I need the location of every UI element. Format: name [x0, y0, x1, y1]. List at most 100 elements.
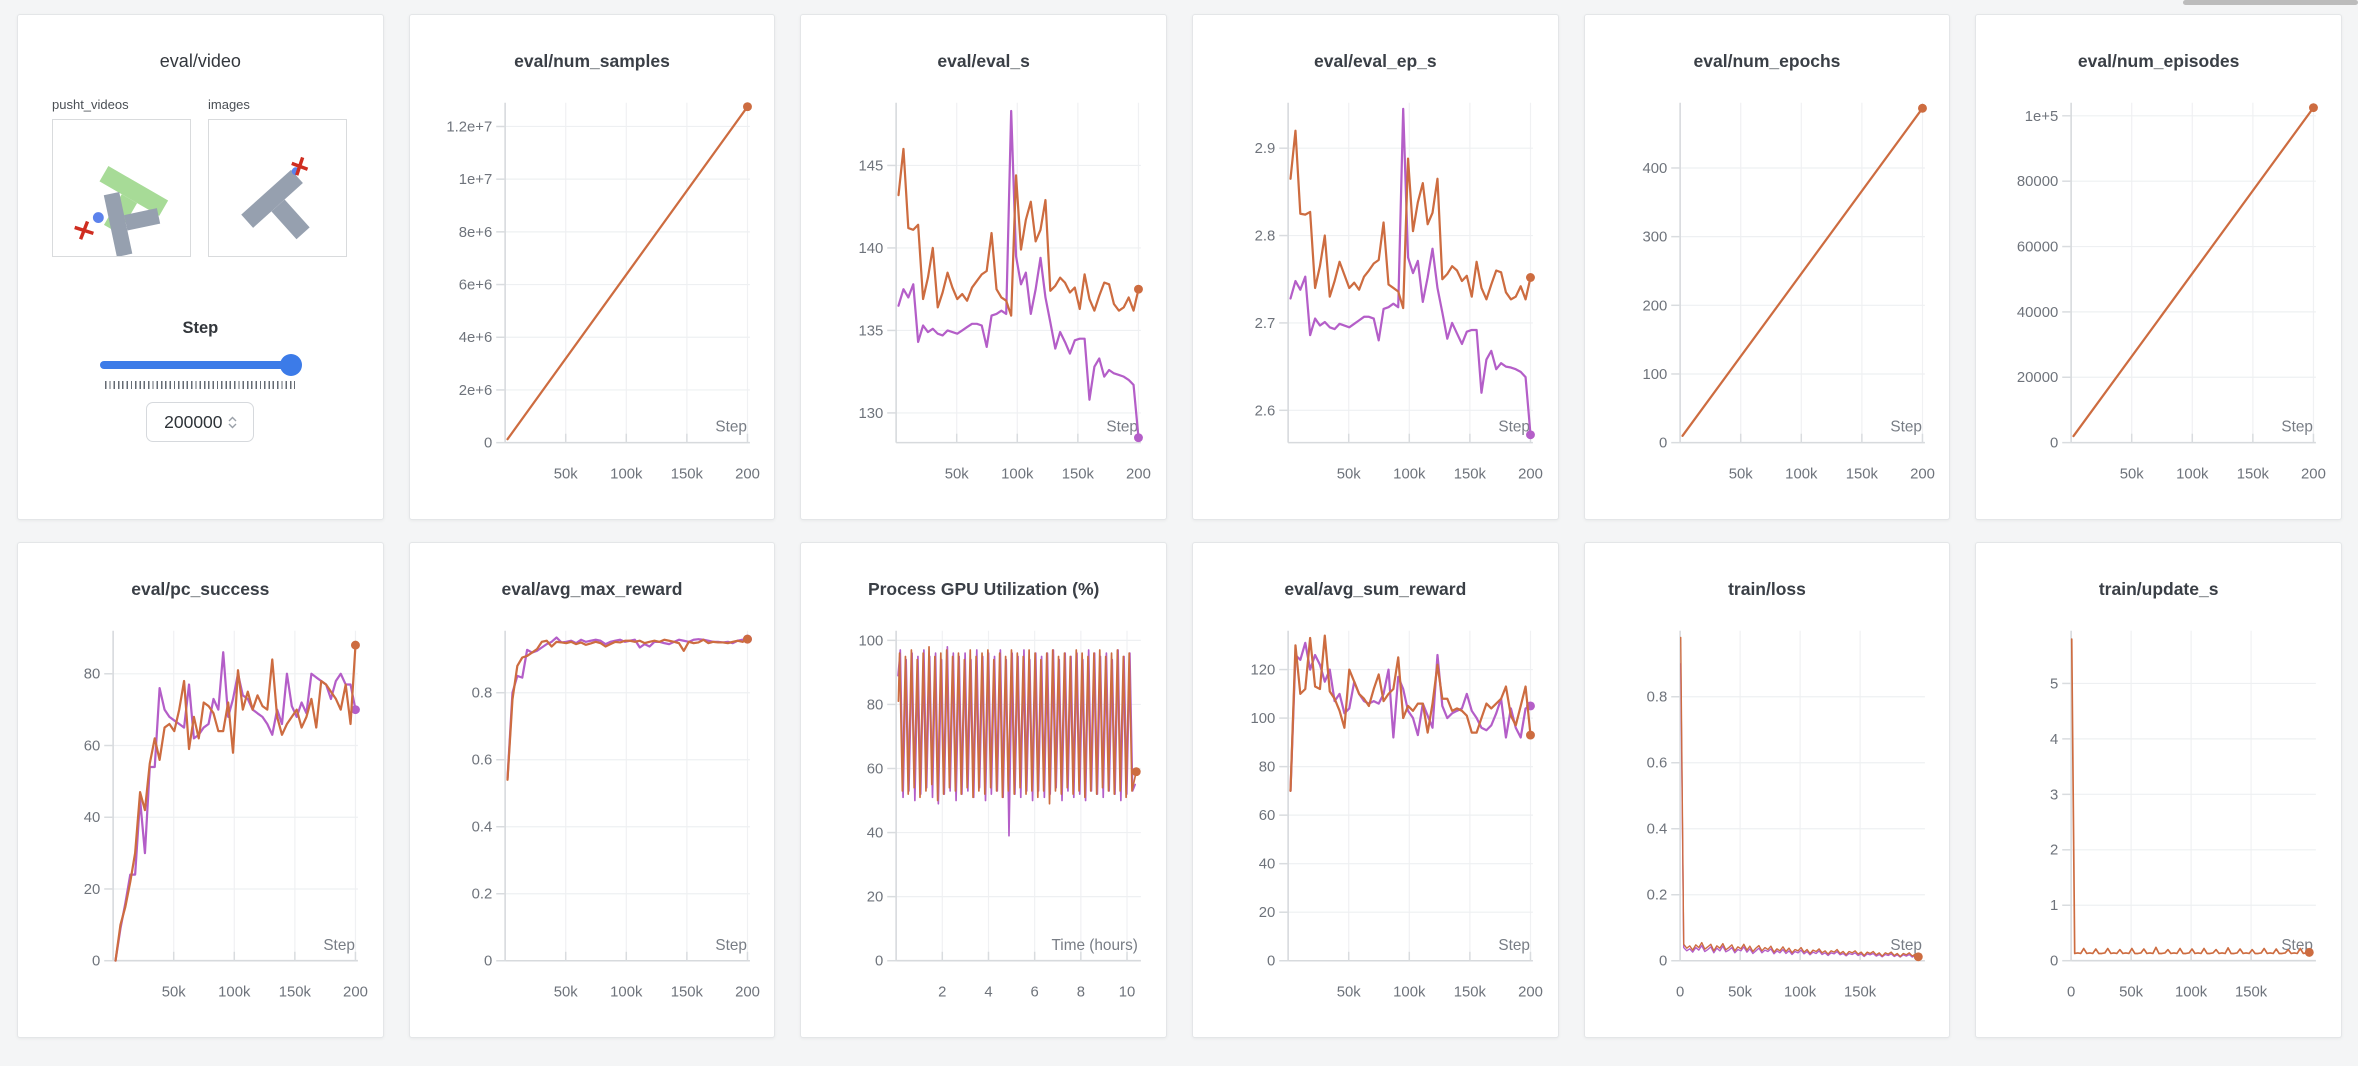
y-tick-label: 0 — [875, 954, 883, 970]
x-tick-label: 200 — [1518, 984, 1543, 1000]
x-tick-label: 150k — [670, 984, 703, 1000]
media-item-images: images — [208, 97, 347, 257]
y-tick-label: 1.2e+7 — [446, 119, 492, 135]
series-line-run-purple — [114, 651, 357, 962]
chevron-down-icon[interactable] — [228, 423, 237, 429]
series-endpoint-run-orange — [1134, 284, 1144, 294]
step-slider-track[interactable] — [100, 361, 301, 369]
panel-eval-video: eval/video pusht_videos — [17, 14, 384, 520]
series-line-run-orange — [1289, 129, 1532, 310]
x-tick-label: 50k — [1337, 466, 1362, 482]
chart-eval-num-samples[interactable]: 0 2e+6 4e+6 6e+6 8e+6 1e+7 1.2e+7 50k 100k 150k 20… — [410, 75, 775, 511]
chart-eval-pc-success[interactable]: 0 20 40 60 80 50k 100k 150k 200 Step — [18, 603, 383, 1029]
chart-train-loss[interactable]: 0 0.2 0.4 0.6 0.8 0 50k 100k 150k Step — [1585, 603, 1950, 1029]
x-tick-label: 50k — [553, 466, 578, 482]
chart-title: eval/num_epochs — [1693, 51, 1841, 71]
chart-title: eval/avg_max_reward — [501, 579, 683, 599]
y-tick-label: 40 — [84, 810, 101, 826]
series-endpoint-run-purple — [1525, 430, 1535, 440]
y-tick-label: 40000 — [2017, 305, 2058, 321]
y-tick-label: 4 — [2050, 732, 2058, 748]
series-endpoint-run-orange — [2309, 103, 2319, 113]
x-axis-label: Step — [1107, 419, 1139, 436]
y-tick-label: 80000 — [2017, 174, 2058, 190]
chart-eval-num-episodes[interactable]: 0 20000 40000 60000 80000 1e+5 50k 100k 150k 200 S… — [1976, 75, 2341, 511]
x-axis-label: Step — [1890, 937, 1922, 954]
series-line-run-orange — [114, 643, 357, 962]
y-tick-label: 100 — [859, 633, 884, 649]
series-line-run-orange — [2072, 106, 2315, 438]
panel-eval-num-samples: eval/num_samples 0 2e+6 4e+6 6e+6 8e+6 1e+7 1.2… — [408, 14, 776, 520]
x-axis-label: Step — [1498, 419, 1530, 436]
x-tick-label: 50k — [162, 984, 187, 1000]
pusht-video-thumbnail[interactable] — [52, 119, 191, 257]
panel-eval-avg-sum-reward: eval/avg_sum_reward 0 20 40 60 80 100 120 50k 100… — [1191, 542, 1559, 1038]
media-label: pusht_videos — [52, 97, 129, 112]
chart-title: Process GPU Utilization (%) — [867, 579, 1100, 599]
chart-title: eval/eval_s — [937, 51, 1030, 71]
series-line-run-orange — [506, 638, 749, 781]
x-tick-label: 0 — [1676, 984, 1684, 1000]
y-tick-label: 20 — [1259, 905, 1276, 921]
series-line-run-purple — [1679, 663, 1919, 959]
chevron-up-icon[interactable] — [228, 416, 237, 422]
chart-eval-avg-sum-reward[interactable]: 0 20 40 60 80 100 120 50k 100k 150k 200 Step — [1193, 603, 1558, 1029]
step-number-input[interactable]: 200000 — [146, 402, 255, 442]
goal-cross-icon — [291, 156, 309, 176]
x-tick-label: 50k — [553, 984, 578, 1000]
step-slider-thumb[interactable] — [280, 354, 303, 376]
x-tick-label: 0 — [2067, 984, 2075, 1000]
x-tick-label: 150k — [2235, 984, 2268, 1000]
x-tick-label: 50k — [1728, 466, 1753, 482]
chart-eval-eval-s[interactable]: 130 135 140 145 50k 100k 150k 200 Step — [801, 75, 1166, 511]
series-endpoint-run-orange — [1913, 952, 1923, 962]
series-line-run-orange — [1681, 107, 1924, 437]
series-line-run-orange — [1679, 636, 1919, 958]
chart-title: eval/eval_ep_s — [1314, 51, 1437, 71]
image-thumbnail[interactable] — [208, 119, 347, 257]
y-tick-label: 0.4 — [471, 820, 492, 836]
y-tick-label: 60000 — [2017, 239, 2058, 255]
x-axis-label: Time (hours) — [1052, 937, 1138, 954]
x-tick-label: 150k — [1062, 466, 1095, 482]
y-tick-label: 40 — [1259, 857, 1276, 873]
series-endpoint-run-orange — [1525, 730, 1535, 740]
panel-eval-eval-s: eval/eval_s 130 135 140 145 50k 100k 150k 200 Ste… — [800, 14, 1167, 520]
x-tick-label: 100k — [1002, 466, 1035, 482]
x-tick-label: 6 — [1031, 984, 1039, 1000]
chart-title: eval/avg_sum_reward — [1284, 579, 1467, 599]
panel-grid: eval/video pusht_videos — [17, 14, 2342, 1038]
media-label: images — [208, 97, 250, 112]
y-tick-label: 0 — [1267, 954, 1275, 970]
y-tick-label: 0.6 — [1646, 756, 1667, 772]
series-line-run-orange — [897, 645, 1138, 805]
y-tick-label: 0 — [1659, 436, 1667, 452]
series-endpoint-run-orange — [1917, 103, 1927, 113]
step-slider[interactable] — [100, 354, 303, 376]
x-tick-label: 200 — [343, 984, 368, 1000]
x-tick-label: 150k — [1454, 984, 1487, 1000]
y-tick-label: 2e+6 — [458, 383, 491, 399]
y-tick-label: 80 — [84, 667, 101, 683]
series-line-run-orange — [897, 147, 1140, 317]
chart-eval-eval-ep-s[interactable]: 2.6 2.7 2.8 2.9 50k 100k 150k 200 Step — [1193, 75, 1558, 511]
chart-process-gpu-utilization[interactable]: 0 20 40 60 80 100 2 4 6 8 10 Time (hours) — [801, 603, 1166, 1029]
series-endpoint-run-orange — [742, 102, 752, 112]
y-tick-label: 0 — [484, 436, 492, 452]
chart-eval-avg-max-reward[interactable]: 0 0.2 0.4 0.6 0.8 50k 100k 150k 200 Step — [410, 603, 775, 1029]
chart-eval-num-epochs[interactable]: 0 100 200 300 400 50k 100k 150k 200 Step — [1585, 75, 1950, 511]
y-tick-label: 8e+6 — [458, 225, 491, 241]
x-axis-label: Step — [715, 419, 747, 436]
x-tick-label: 100k — [1393, 984, 1426, 1000]
series-line-run-purple — [897, 109, 1140, 439]
agent-dot-icon — [92, 212, 104, 223]
stepper-buttons[interactable] — [228, 416, 237, 429]
series-endpoint-run-orange — [1525, 273, 1535, 282]
horizontal-scrollbar-thumb[interactable] — [2183, 0, 2358, 5]
step-value: 200000 — [164, 411, 223, 432]
x-tick-label: 100k — [2175, 984, 2208, 1000]
x-tick-label: 200 — [1126, 466, 1151, 482]
y-tick-label: 1e+7 — [458, 172, 491, 188]
